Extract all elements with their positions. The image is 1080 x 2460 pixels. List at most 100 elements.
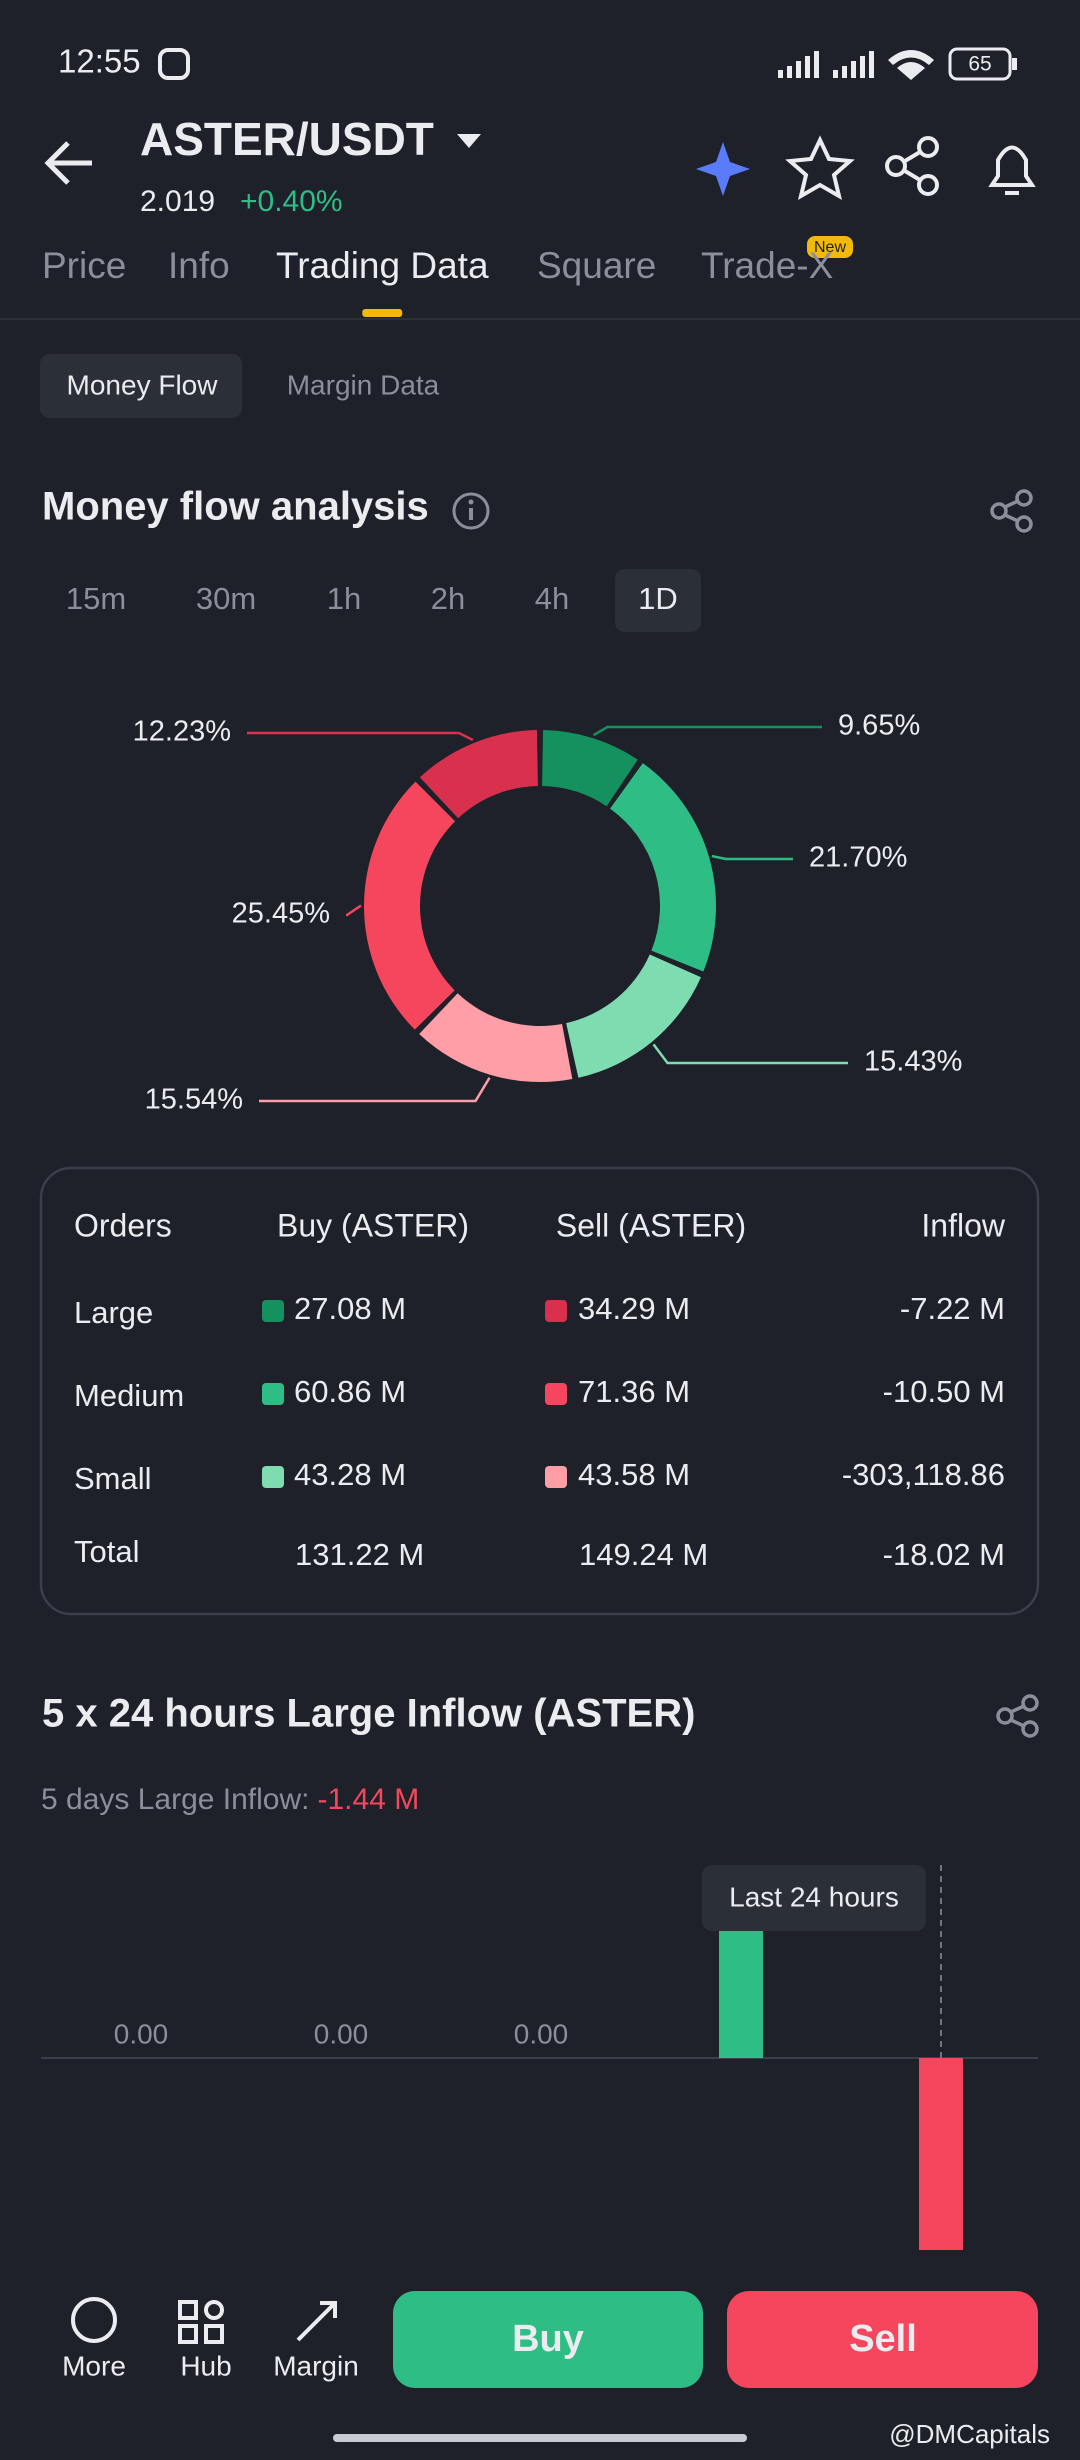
sell-value: 71.36 M <box>578 1374 690 1409</box>
sell-button[interactable] <box>727 2291 1038 2388</box>
leader-line <box>652 1043 848 1065</box>
table-box <box>39 1166 1040 1616</box>
interval[interactable]: 2h <box>431 581 465 616</box>
donut-label: 15.54% <box>145 1084 243 1116</box>
badge-text: New <box>814 239 846 256</box>
info-icon[interactable] <box>452 492 490 530</box>
leader-line <box>592 725 822 737</box>
time: 12:55 <box>58 43 141 80</box>
leader-line <box>259 1077 491 1103</box>
donut-segment <box>419 993 573 1082</box>
inflow-value: -18.02 M <box>883 1537 1005 1572</box>
donut-segment <box>419 730 538 819</box>
battery <box>948 47 1012 81</box>
subtab[interactable]: Margin Data <box>287 369 440 400</box>
sell-swatch <box>545 1300 567 1322</box>
tooltip-text: Last 24 hours <box>729 1881 899 1912</box>
buy-value: 43.28 M <box>294 1457 406 1492</box>
badge <box>807 236 853 258</box>
interval[interactable]: 30m <box>196 581 256 616</box>
donut-segment <box>610 763 716 972</box>
sell-swatch <box>545 1466 567 1488</box>
share-icon[interactable] <box>885 136 939 196</box>
leader-line <box>247 731 474 742</box>
nav-label[interactable]: More <box>62 2350 126 2381</box>
pair-dropdown[interactable] <box>457 134 481 148</box>
donut-label: 9.65% <box>838 710 920 742</box>
row-label: Small <box>74 1461 152 1496</box>
bar-label: 0.00 <box>514 2018 569 2049</box>
interval[interactable]: 1h <box>327 581 361 616</box>
battery-level: 65 <box>968 53 991 76</box>
back-button[interactable] <box>44 141 92 185</box>
battery-tip <box>1012 58 1017 70</box>
bar-label: 0.00 <box>114 2018 169 2049</box>
inflow-value: -10.50 M <box>883 1374 1005 1409</box>
tab[interactable]: Price <box>42 245 126 286</box>
tab[interactable]: Trade-X <box>701 245 833 286</box>
interval[interactable]: 1D <box>638 581 678 616</box>
favorite-icon[interactable] <box>785 135 855 201</box>
ai-icon[interactable] <box>696 142 750 196</box>
home-indicator <box>333 2434 747 2442</box>
instagram-icon <box>158 48 190 80</box>
sell-value: 43.58 M <box>578 1457 690 1492</box>
change: +0.40% <box>240 185 343 218</box>
donut-label: 12.23% <box>133 716 231 748</box>
leader-line <box>346 904 362 917</box>
interval-pill <box>615 569 701 632</box>
buy-value: 60.86 M <box>294 1374 406 1409</box>
tooltip <box>702 1865 926 1931</box>
subtab-pill <box>40 354 242 418</box>
buy-value: 27.08 M <box>294 1291 406 1326</box>
alert-icon[interactable] <box>988 145 1036 195</box>
subtitle-value: -1.44 M <box>318 1783 420 1816</box>
table-header: Orders <box>74 1207 172 1243</box>
sell-value: 34.29 M <box>578 1291 690 1326</box>
buy-value: 131.22 M <box>295 1537 424 1572</box>
table-header: Buy (ASTER) <box>277 1207 469 1243</box>
subtitle: 5 days Large Inflow: -1.44 M <box>41 1783 419 1816</box>
nav-label[interactable]: Margin <box>273 2350 359 2381</box>
subtab[interactable]: Money Flow <box>67 369 219 400</box>
interval[interactable]: 15m <box>66 581 126 616</box>
row-label: Medium <box>74 1378 184 1413</box>
donut-label: 25.45% <box>232 898 330 930</box>
buy-label[interactable]: Buy <box>512 2318 584 2360</box>
bar-label: 0.00 <box>314 2018 369 2049</box>
nav: More Hub Margin <box>62 2350 359 2381</box>
leader-line <box>711 854 793 861</box>
share-icon[interactable] <box>996 1694 1039 1738</box>
buy-button[interactable] <box>393 2291 703 2388</box>
tab[interactable]: Trading Data <box>276 245 489 286</box>
donut-label: 21.70% <box>809 842 907 874</box>
row-label: Large <box>74 1295 153 1330</box>
sell-swatch <box>545 1383 567 1405</box>
inflow-value: -303,118.86 <box>842 1457 1005 1492</box>
sell-label[interactable]: Sell <box>849 2318 917 2360</box>
nav-label[interactable]: Hub <box>180 2350 231 2381</box>
table-header: Sell (ASTER) <box>556 1207 746 1243</box>
tab[interactable]: Info <box>168 245 230 286</box>
donut-segment <box>364 781 456 1030</box>
section-title: Money flow analysis <box>42 485 429 529</box>
watermark: @DMCapitals <box>889 2419 1050 2449</box>
inflow-value: -7.22 M <box>900 1291 1005 1326</box>
sell-value: 149.24 M <box>579 1537 708 1572</box>
pair[interactable]: ASTER/USDT <box>140 113 434 165</box>
divider <box>0 318 1080 320</box>
tab[interactable]: Square <box>537 245 656 286</box>
chart-title: 5 x 24 hours Large Inflow (ASTER) <box>42 1692 695 1736</box>
interval[interactable]: 4h <box>535 581 569 616</box>
donut-segment <box>542 730 638 807</box>
share-icon[interactable] <box>990 489 1033 533</box>
tab-indicator <box>362 309 403 317</box>
buy-swatch <box>262 1383 284 1405</box>
donut-segment <box>566 954 701 1078</box>
subtitle-label: 5 days Large Inflow: <box>41 1783 310 1816</box>
row-label: Total <box>74 1534 139 1569</box>
signal-icons <box>778 50 934 80</box>
buy-swatch <box>262 1466 284 1488</box>
nav-icons <box>71 2297 337 2344</box>
